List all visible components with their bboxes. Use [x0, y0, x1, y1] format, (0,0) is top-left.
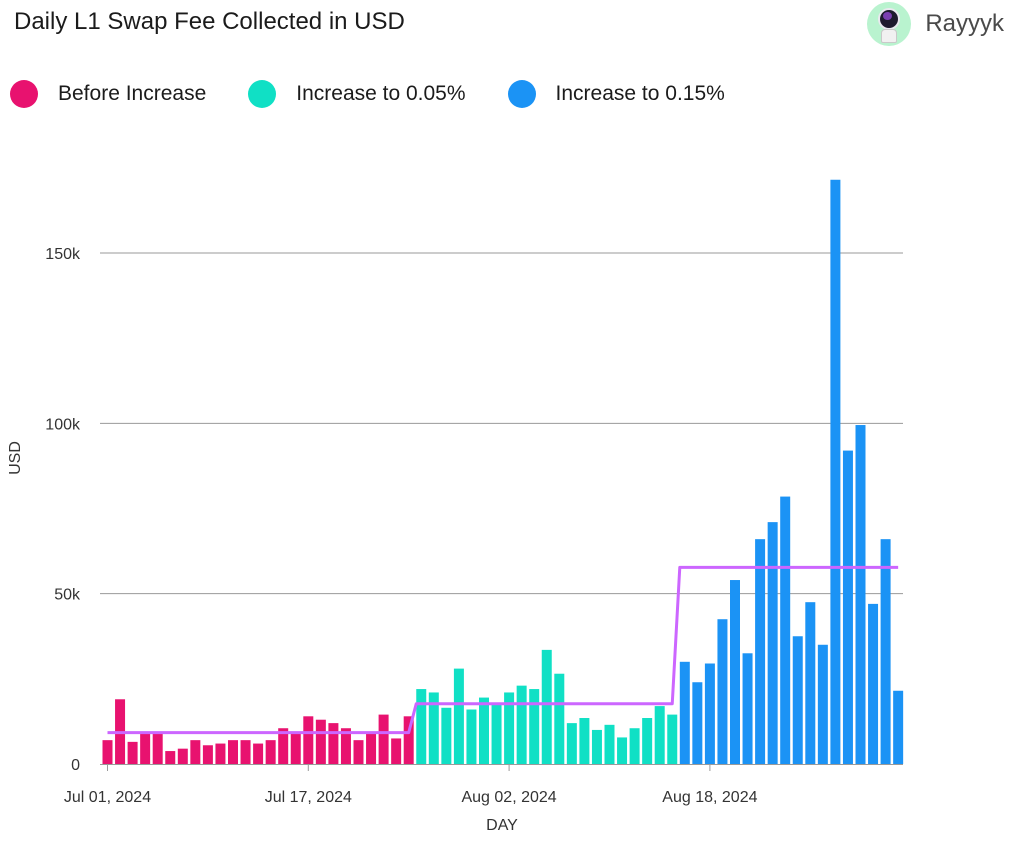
bar-before-increase: [165, 751, 176, 764]
bar-increase-015: [817, 644, 828, 764]
bar-increase-005: [667, 714, 678, 764]
bar-increase-005: [554, 673, 565, 764]
axis-layer: 0 50k 100k 150k Jul 01, 2024 Jul 17, 2024 Aug …: [45, 246, 903, 806]
bar-before-increase: [315, 719, 326, 764]
bar-increase-015: [830, 179, 841, 765]
bar-before-increase: [127, 741, 138, 764]
chart-title: Daily L1 Swap Fee Collected in USD: [14, 8, 405, 35]
bar-increase-005: [453, 668, 464, 764]
bar-increase-015: [730, 580, 740, 764]
x-tick-label: Jul 01, 2024: [64, 789, 151, 806]
bar-increase-005: [642, 718, 653, 764]
bar-increase-005: [579, 718, 590, 764]
bar-before-increase: [340, 728, 351, 764]
bar-increase-005: [466, 709, 477, 764]
bar-before-increase: [215, 743, 226, 764]
legend-item-increase-015[interactable]: Increase to 0.15%: [507, 80, 725, 108]
legend-item-increase-005[interactable]: Increase to 0.05%: [248, 80, 466, 108]
bar-before-increase: [240, 740, 251, 764]
bar-increase-005: [441, 707, 452, 764]
chart-legend: Before Increase Increase to 0.05% Increa…: [10, 80, 767, 108]
bar-before-increase: [253, 743, 264, 764]
author-name: Rayyyk: [925, 10, 1004, 37]
bar-increase-015: [855, 425, 866, 764]
y-axis-title: USD: [7, 441, 24, 475]
bar-before-increase: [303, 716, 314, 764]
bar-increase-015: [692, 682, 703, 764]
bar-increase-005: [479, 697, 489, 764]
x-tick-label: Jul 17, 2024: [265, 789, 352, 806]
y-tick-label: 150k: [45, 246, 81, 263]
bar-before-increase: [265, 740, 276, 764]
bar-increase-015: [679, 661, 690, 764]
astronaut-avatar-icon: [867, 2, 912, 46]
bar-before-increase: [328, 723, 339, 764]
bar-increase-005: [491, 702, 502, 764]
legend-dot-before-increase: [10, 80, 38, 108]
bar-before-increase: [102, 740, 113, 764]
bar-increase-015: [842, 450, 853, 764]
bar-increase-005: [617, 737, 628, 764]
bar-before-increase: [391, 738, 402, 764]
bar-before-increase: [190, 740, 201, 764]
bar-increase-015: [880, 539, 891, 764]
bar-increase-005: [428, 692, 439, 764]
bar-layer: [102, 179, 904, 765]
x-tick-label: Aug 18, 2024: [662, 789, 757, 806]
bar-increase-015: [767, 522, 778, 764]
bar-increase-015: [780, 496, 791, 764]
legend-label-increase-015: Increase to 0.15%: [555, 82, 725, 105]
bar-before-increase: [278, 728, 289, 764]
bar-increase-015: [805, 602, 816, 764]
author-badge[interactable]: Rayyyk: [867, 2, 1004, 46]
legend-item-before-increase[interactable]: Before Increase: [10, 80, 206, 108]
bar-before-increase: [177, 748, 188, 764]
legend-dot-increase-005: [248, 80, 277, 108]
average-fee-line: [107, 565, 899, 735]
bar-before-increase: [152, 731, 163, 764]
bar-increase-005: [654, 706, 665, 764]
bar-increase-015: [893, 690, 904, 764]
bar-increase-015: [792, 636, 803, 764]
legend-dot-increase-015: [507, 80, 536, 108]
y-tick-label: 0: [71, 757, 80, 774]
bar-increase-005: [541, 649, 552, 764]
bar-before-increase: [202, 745, 213, 764]
bar-increase-005: [566, 723, 577, 764]
average-line-layer: [107, 565, 899, 735]
bar-increase-005: [529, 689, 540, 764]
bar-increase-015: [717, 619, 728, 764]
suit-shape: [881, 29, 898, 43]
bar-before-increase: [366, 733, 377, 764]
y-tick-label: 50k: [54, 587, 81, 604]
bar-increase-005: [591, 729, 602, 764]
bar-increase-015: [868, 603, 879, 764]
bar-increase-015: [742, 653, 753, 764]
x-tick-label: Aug 02, 2024: [461, 789, 556, 806]
x-axis-title: DAY: [486, 817, 518, 834]
bar-increase-005: [604, 724, 615, 764]
legend-label-before-increase: Before Increase: [58, 82, 207, 105]
bar-before-increase: [403, 716, 414, 764]
visor-shape: [883, 12, 893, 20]
legend-label-increase-005: Increase to 0.05%: [296, 82, 466, 105]
bar-before-increase: [290, 733, 301, 764]
bar-increase-015: [755, 539, 766, 764]
bar-increase-005: [629, 728, 640, 764]
bar-before-increase: [140, 731, 151, 764]
y-tick-label: 100k: [45, 416, 81, 433]
bar-increase-005: [516, 685, 527, 764]
bar-increase-005: [504, 692, 515, 764]
bar-increase-015: [704, 663, 715, 764]
bar-increase-005: [416, 689, 427, 764]
bar-before-increase: [353, 740, 364, 764]
bar-before-increase: [228, 740, 238, 764]
bar-before-increase: [378, 714, 389, 764]
